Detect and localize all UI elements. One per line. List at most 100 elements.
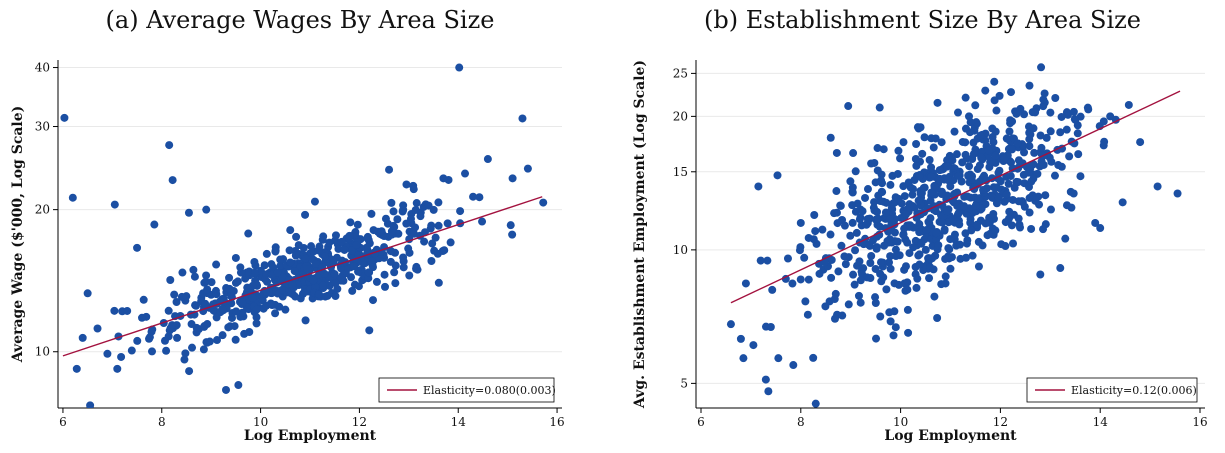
data-point [992, 106, 1001, 115]
data-point [213, 336, 222, 345]
data-point [430, 246, 439, 255]
data-point [1084, 105, 1093, 114]
data-point [139, 295, 148, 304]
data-point [350, 280, 359, 289]
data-point [965, 112, 974, 121]
data-point [1056, 264, 1065, 273]
data-point [170, 290, 179, 299]
data-point [854, 291, 863, 300]
x-axis-title: Log Employment [884, 428, 1017, 444]
data-point [902, 210, 911, 219]
data-point [979, 185, 988, 194]
y-tick-label: 40 [35, 61, 50, 75]
data-point [893, 237, 902, 246]
data-point [248, 294, 257, 303]
data-point [321, 292, 330, 301]
data-point [291, 292, 300, 301]
data-point [224, 323, 233, 332]
data-point [978, 241, 987, 250]
data-point [276, 261, 285, 270]
data-point [405, 271, 414, 280]
data-point [809, 353, 818, 362]
data-point [872, 207, 881, 216]
data-point [921, 245, 930, 254]
data-point [830, 295, 839, 304]
data-point [1013, 139, 1022, 148]
data-point [225, 273, 234, 282]
data-point [851, 246, 860, 255]
data-point [830, 314, 839, 323]
data-point [113, 364, 122, 373]
x-tick-label: 14 [1093, 415, 1109, 429]
data-point [1026, 161, 1035, 170]
data-point [873, 166, 882, 175]
data-point [1007, 88, 1016, 97]
data-point [891, 252, 900, 261]
data-point [1002, 134, 1011, 143]
data-point [1062, 125, 1071, 134]
data-point [899, 182, 908, 191]
data-point [1050, 171, 1059, 180]
data-point [912, 283, 921, 292]
data-point [937, 189, 946, 198]
data-point [434, 198, 443, 207]
data-point [334, 244, 343, 253]
data-point [965, 162, 974, 171]
data-point [967, 175, 976, 184]
data-point [950, 127, 959, 136]
data-point [314, 246, 323, 255]
data-point [876, 312, 885, 321]
data-point [301, 254, 310, 263]
data-point [768, 285, 777, 294]
data-point [428, 239, 437, 248]
data-point [914, 196, 923, 205]
data-point [1000, 154, 1009, 163]
data-point [736, 334, 745, 343]
data-point [416, 212, 425, 221]
data-point [72, 364, 81, 373]
data-point [989, 209, 998, 218]
data-point [331, 279, 340, 288]
data-point [1029, 124, 1038, 133]
data-point [1039, 95, 1048, 104]
data-point [876, 197, 885, 206]
data-point [941, 272, 950, 281]
data-point [250, 257, 259, 266]
data-point [827, 273, 836, 282]
data-point [1046, 127, 1055, 136]
data-point [212, 290, 221, 299]
data-point [1058, 144, 1067, 153]
data-point [508, 174, 517, 183]
data-point [199, 345, 208, 354]
data-point [185, 367, 194, 376]
data-point [876, 258, 885, 267]
data-point [1061, 234, 1070, 243]
data-point [1073, 129, 1082, 138]
data-point [1005, 207, 1014, 216]
data-point [789, 361, 798, 370]
data-point [309, 276, 318, 285]
data-point [788, 279, 797, 288]
data-point [1069, 189, 1078, 198]
data-point [243, 283, 252, 292]
data-point [1006, 116, 1015, 125]
data-point [394, 229, 403, 238]
data-point [1057, 162, 1066, 171]
data-point [873, 144, 882, 153]
data-point [1002, 190, 1011, 199]
data-point [910, 203, 919, 212]
data-point [849, 270, 858, 279]
data-point [290, 267, 299, 276]
data-point [294, 241, 303, 250]
data-point [1051, 94, 1060, 103]
points-group [726, 63, 1182, 408]
data-point [836, 201, 845, 210]
data-point [1007, 221, 1016, 230]
data-point [238, 308, 247, 317]
data-point [1031, 196, 1040, 205]
data-point [882, 285, 891, 294]
data-point [903, 238, 912, 247]
data-point [218, 331, 227, 340]
data-point [944, 176, 953, 185]
data-point [961, 93, 970, 102]
